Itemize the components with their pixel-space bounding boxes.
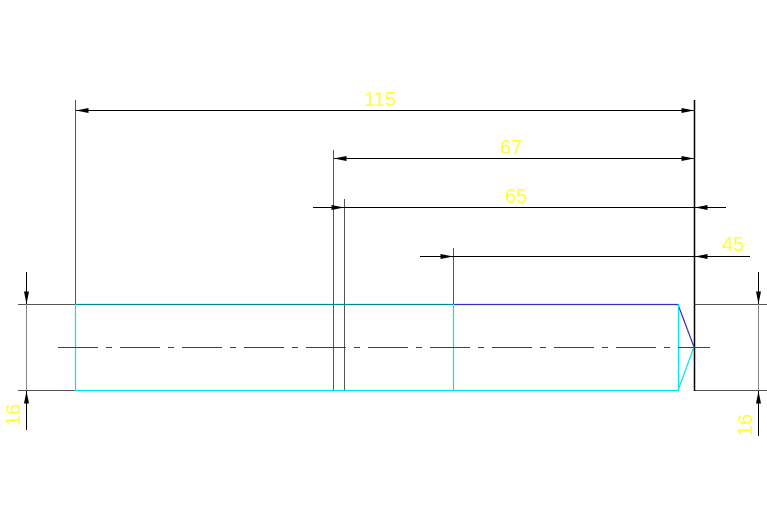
extension-lines	[18, 100, 767, 391]
dim-text-115: 115	[364, 89, 396, 111]
dimension-lines	[24, 108, 761, 436]
dim-text-45: 45	[722, 234, 744, 256]
dim-text-65: 65	[505, 186, 527, 208]
dim-text-67: 67	[500, 137, 522, 159]
dim-text-16-left: 16	[3, 404, 25, 426]
dim-text-16-right: 16	[735, 414, 757, 436]
